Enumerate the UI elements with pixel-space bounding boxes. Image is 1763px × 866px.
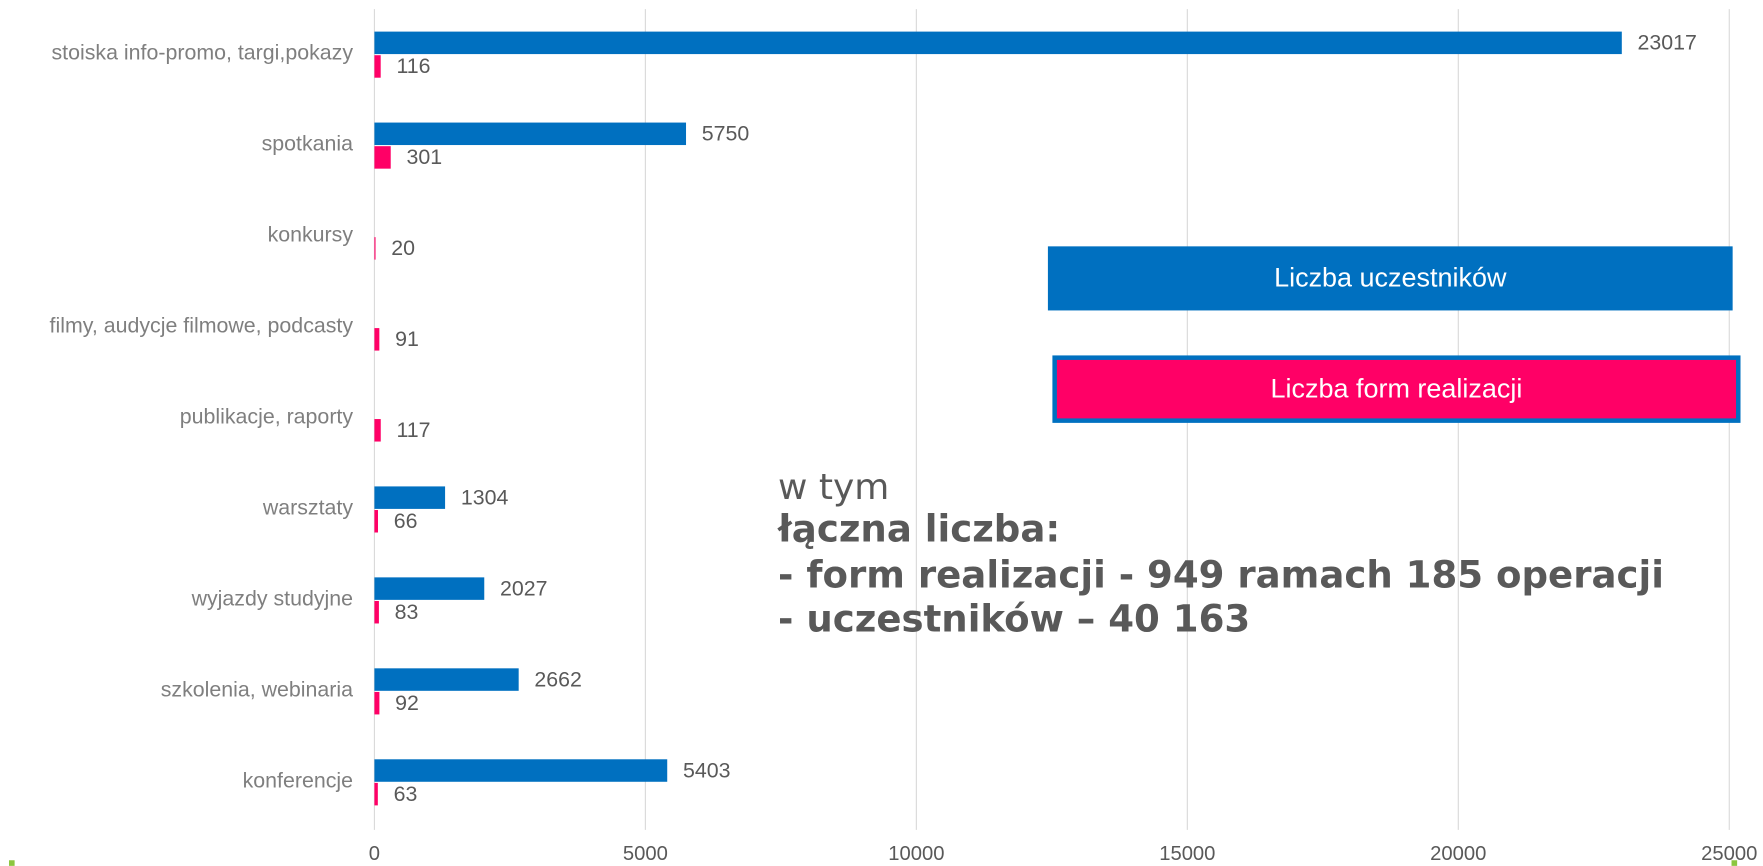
data-label: 83: [395, 600, 419, 624]
y-tick-label: publikacje, raporty: [180, 405, 354, 429]
y-tick-label: stoiska info-promo, targi,pokazy: [52, 41, 354, 65]
data-label: 92: [395, 691, 419, 715]
bar: [374, 759, 668, 782]
legend-label: Liczba form realizacji: [1271, 373, 1523, 403]
x-tick-label: 0: [369, 843, 380, 865]
corner-marker: [1731, 860, 1738, 866]
y-tick-label: wyjazdy studyjne: [191, 586, 353, 610]
bar: [374, 782, 378, 806]
data-label: 116: [396, 54, 430, 78]
y-tick-label: warsztaty: [262, 496, 354, 520]
annotation: - form realizacji - 949 ramach 185 opera…: [778, 553, 1664, 596]
bar: [374, 31, 1622, 55]
x-tick-label: 5000: [623, 843, 668, 865]
data-label: 66: [394, 509, 418, 533]
bar: [374, 146, 391, 169]
y-tick-label: konferencje: [243, 768, 353, 792]
data-label: 301: [406, 145, 442, 169]
y-tick-label: spotkania: [262, 132, 354, 156]
bar: [374, 237, 376, 260]
legend-box: [1052, 355, 1741, 423]
x-tick-label: 10000: [888, 843, 944, 865]
data-label: 2662: [534, 667, 582, 691]
data-label: 20: [391, 236, 415, 260]
bar: [374, 55, 381, 78]
bar: [374, 419, 381, 442]
bar: [374, 328, 380, 351]
bar: [374, 577, 485, 600]
bar: [374, 600, 379, 624]
bar: [374, 691, 380, 715]
bar: [374, 486, 446, 509]
data-label: 91: [395, 327, 419, 351]
y-tick-label: filmy, audycje filmowe, podcasty: [50, 314, 354, 338]
x-tick-label: 25000: [1701, 843, 1757, 865]
data-label: 23017: [1638, 31, 1697, 55]
corner-marker: [8, 860, 15, 866]
annotation: w tym: [778, 467, 889, 508]
x-tick-label: 15000: [1159, 843, 1215, 865]
legend-box: [1047, 246, 1733, 311]
x-tick-label: 20000: [1430, 843, 1486, 865]
data-label: 5403: [683, 758, 731, 782]
bar: [374, 122, 687, 146]
annotation: - uczestników – 40 163: [778, 597, 1250, 640]
y-tick-label: konkursy: [268, 223, 354, 247]
data-label: 5750: [702, 122, 750, 146]
data-label: 2027: [500, 576, 548, 600]
bar: [374, 510, 378, 533]
data-label: 63: [394, 782, 418, 806]
bar: [374, 668, 519, 691]
data-label: 1304: [461, 485, 509, 509]
data-label: 117: [396, 418, 430, 442]
annotation: łączna liczba:: [777, 507, 1060, 550]
legend-label: Liczba uczestników: [1274, 263, 1507, 293]
y-tick-label: szkolenia, webinaria: [161, 677, 353, 701]
